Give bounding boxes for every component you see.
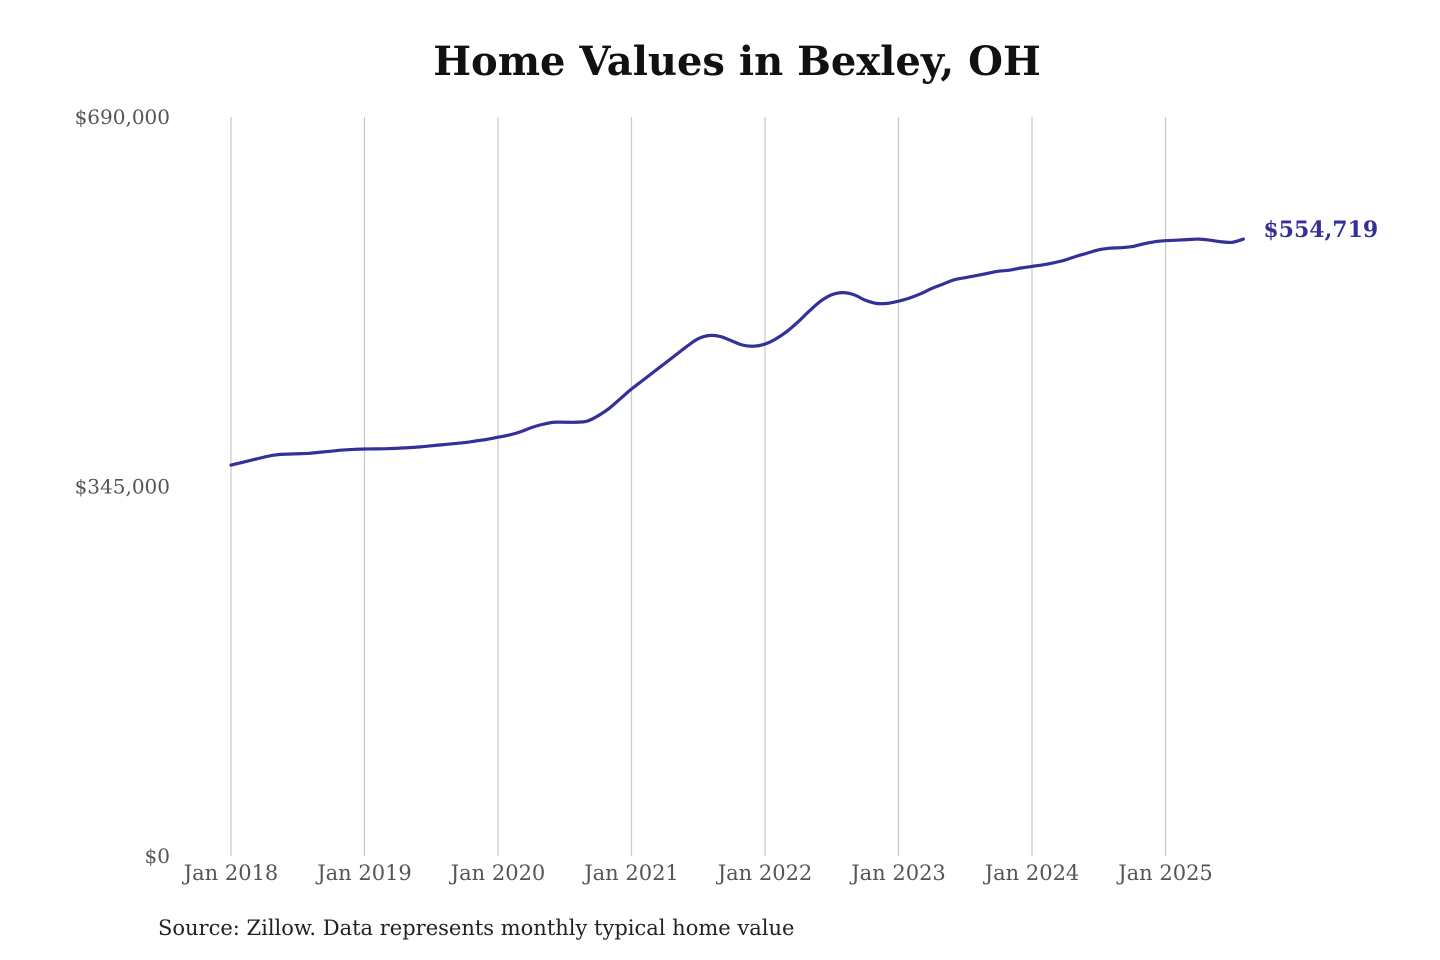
chart-title: Home Values in Bexley, OH [433, 38, 1041, 85]
annotation-layer: $554,719 [1263, 217, 1378, 243]
x-axis-ticks: Jan 2018 Jan 2019 Jan 2020 Jan 2021 Jan 2022… [182, 861, 1213, 885]
x-tick-label: Jan 2022 [716, 861, 813, 885]
x-tick-label: Jan 2024 [983, 861, 1080, 885]
x-tick-label: Jan 2025 [1116, 861, 1213, 885]
source-note: Source: Zillow. Data represents monthly … [158, 916, 795, 940]
x-tick-label: Jan 2018 [182, 861, 279, 885]
x-tick-label: Jan 2019 [315, 861, 412, 885]
grid-lines [230, 117, 1167, 856]
series-line [229, 237, 1245, 467]
end-value-label: $554,719 [1263, 217, 1378, 243]
y-tick-label: $0 [145, 844, 170, 868]
y-axis-ticks: $0 $345,000 $690,000 [75, 105, 170, 868]
x-tick-label: Jan 2023 [849, 861, 946, 885]
y-tick-label: $690,000 [75, 105, 170, 129]
series-layer [229, 237, 1245, 467]
y-tick-label: $345,000 [75, 475, 170, 499]
x-tick-label: Jan 2020 [449, 861, 546, 885]
x-tick-label: Jan 2021 [582, 861, 679, 885]
